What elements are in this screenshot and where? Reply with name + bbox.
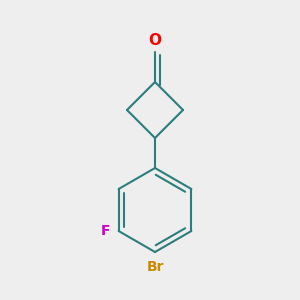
Text: O: O — [148, 33, 161, 48]
Text: F: F — [101, 224, 111, 238]
Text: Br: Br — [146, 260, 164, 274]
